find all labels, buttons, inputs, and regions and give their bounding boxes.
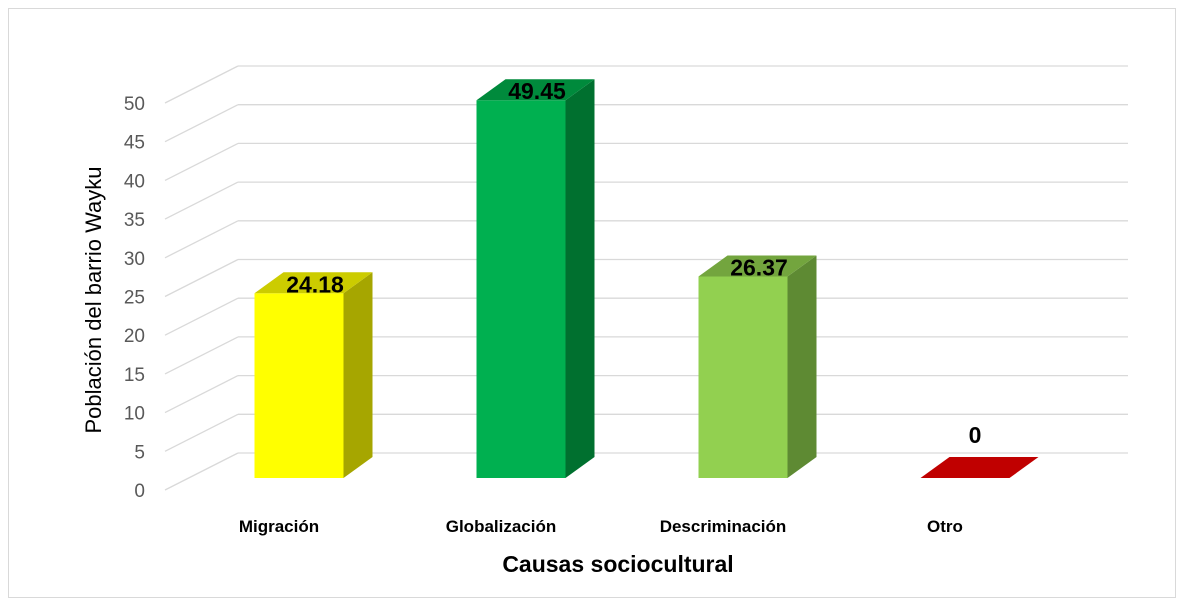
bar-top[interactable] <box>254 272 373 294</box>
bar-front[interactable] <box>698 276 788 478</box>
gridline-wall <box>164 142 239 181</box>
gridline-wall <box>164 336 239 375</box>
bar-front[interactable] <box>476 100 566 479</box>
y-tick-label: 0 <box>134 481 145 502</box>
y-tick-label: 30 <box>124 249 145 270</box>
y-tick-label: 45 <box>124 133 145 154</box>
x-category-label: Otro <box>927 517 963 536</box>
x-axis-title: Causas sociocultural <box>502 551 733 577</box>
bar-front[interactable] <box>254 293 344 478</box>
x-category-label: Migración <box>239 517 319 536</box>
y-tick-label: 25 <box>124 288 145 309</box>
gridline-wall <box>164 258 239 298</box>
y-tick-label: 35 <box>124 210 145 231</box>
x-category-label: Globalización <box>446 517 557 536</box>
bar-side <box>565 79 595 479</box>
bar-side <box>787 255 817 478</box>
gridline-wall <box>164 104 239 143</box>
data-label: 49.45 <box>508 78 566 104</box>
gridline-wall <box>164 413 239 452</box>
gridline-wall <box>164 375 239 414</box>
gridline-wall <box>164 65 239 104</box>
gridline-wall <box>164 181 239 220</box>
y-tick-label: 10 <box>124 404 145 425</box>
bar-side <box>343 272 373 478</box>
data-label: 0 <box>969 422 982 448</box>
x-category-label: Descriminación <box>660 517 787 536</box>
gridline-wall <box>164 452 239 491</box>
y-tick-label: 15 <box>124 365 145 386</box>
y-tick-label: 50 <box>124 94 145 115</box>
gridline-wall <box>164 297 239 336</box>
bar-top[interactable] <box>698 255 817 277</box>
y-tick-label: 20 <box>124 326 145 347</box>
data-label: 26.37 <box>730 255 788 281</box>
bar-zero[interactable] <box>920 457 1039 478</box>
data-label: 24.18 <box>286 271 344 297</box>
y-tick-label: 40 <box>124 171 145 192</box>
gridline-wall <box>164 220 239 259</box>
bar-top[interactable] <box>476 79 595 101</box>
y-axis-title: Población del barrio Wayku <box>81 167 106 434</box>
y-tick-label: 5 <box>134 442 145 463</box>
